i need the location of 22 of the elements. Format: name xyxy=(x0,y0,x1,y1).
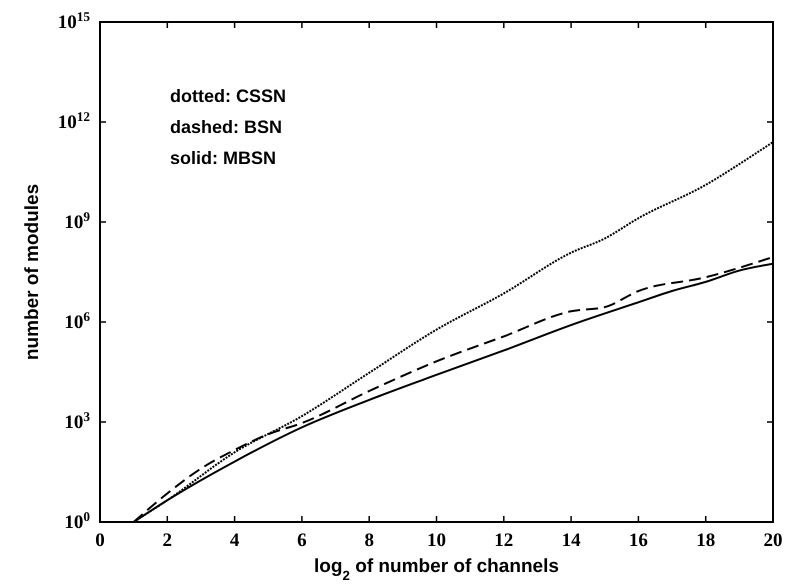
x-tick-label: 12 xyxy=(494,530,514,551)
x-tick-label: 18 xyxy=(696,530,716,551)
x-tick-label: 2 xyxy=(162,530,172,551)
annotation: solid: MBSN xyxy=(170,148,276,168)
y-tick-label: 10$^{15}$ xyxy=(58,8,90,33)
y-tick-label: 10$^{3}$ xyxy=(64,408,90,433)
y-tick-label: 10$^{0}$ xyxy=(64,508,90,533)
x-tick-label: 14 xyxy=(562,530,582,551)
x-tick-label: 20 xyxy=(764,530,782,551)
y-tick-label: 10$^{6}$ xyxy=(64,308,90,333)
x-tick-label: 6 xyxy=(297,530,307,551)
y-tick-label: 10$^{9}$ xyxy=(64,208,90,233)
x-tick-label: 16 xyxy=(628,530,648,551)
y-axis-title: number of modules xyxy=(22,184,43,360)
x-tick-label: 4 xyxy=(230,530,240,551)
annotation: dashed: BSN xyxy=(170,117,282,137)
x-tick-label: 10 xyxy=(427,530,446,551)
x-axis-title: log$_{2}$ of number of channels xyxy=(314,556,559,582)
x-tick-label: 8 xyxy=(364,530,374,551)
y-tick-label: 10$^{12}$ xyxy=(58,108,90,133)
annotation: dotted: CSSN xyxy=(170,86,286,106)
x-tick-label: 0 xyxy=(95,530,105,551)
